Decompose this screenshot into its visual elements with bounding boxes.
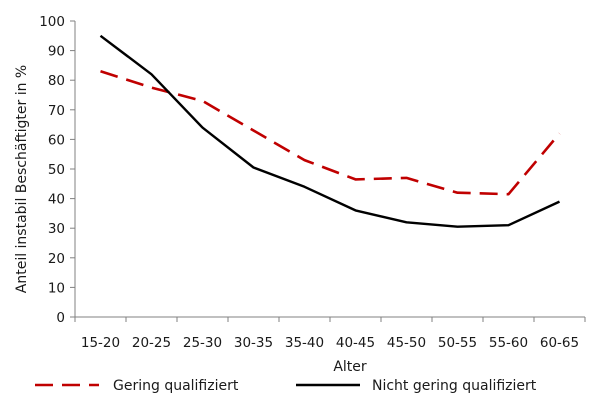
y-tick-label: 100 [39, 14, 65, 30]
x-tick-label: 55-60 [489, 335, 528, 351]
x-axis: 15-20 20-25 25-30 30-35 35-40 40-45 45-50 50-55… [74, 316, 586, 351]
series-layer [99, 34, 561, 228]
x-tick-label: 20-25 [132, 335, 171, 351]
series-line-2 [99, 34, 561, 228]
legend-label-2: Nicht gering qualifiziert [372, 378, 537, 394]
y-axis: 0 10 20 30 40 50 60 70 80 90 100 [39, 14, 76, 326]
y-tick-label: 50 [48, 162, 65, 178]
x-axis-title: Alter [333, 359, 367, 375]
y-tick-label: 80 [48, 73, 65, 89]
y-axis-title: Anteil instabil Beschäftigter in % [14, 65, 30, 293]
y-tick-label: 10 [48, 280, 65, 296]
legend-label-1: Gering qualifiziert [113, 378, 239, 394]
series-line-1 [100, 70, 561, 196]
x-tick-label: 50-55 [438, 335, 477, 351]
y-tick-label: 90 [48, 44, 65, 60]
y-tick-label: 30 [48, 221, 65, 237]
y-tick-label: 0 [56, 310, 65, 326]
legend: Gering qualifiziert Nicht gering qualifiz… [35, 378, 537, 394]
x-tick-label: 40-45 [336, 335, 375, 351]
x-tick-label: 60-65 [540, 335, 579, 351]
x-tick-label: 35-40 [285, 335, 324, 351]
y-tick-label: 20 [48, 251, 65, 267]
y-tick-label: 60 [48, 132, 65, 148]
y-tick-label: 70 [48, 103, 65, 119]
x-tick-label: 15-20 [81, 335, 120, 351]
x-tick-label: 25-30 [183, 335, 222, 351]
x-tick-label: 30-35 [234, 335, 273, 351]
y-tick-label: 40 [48, 192, 65, 208]
x-tick-label: 45-50 [387, 335, 426, 351]
